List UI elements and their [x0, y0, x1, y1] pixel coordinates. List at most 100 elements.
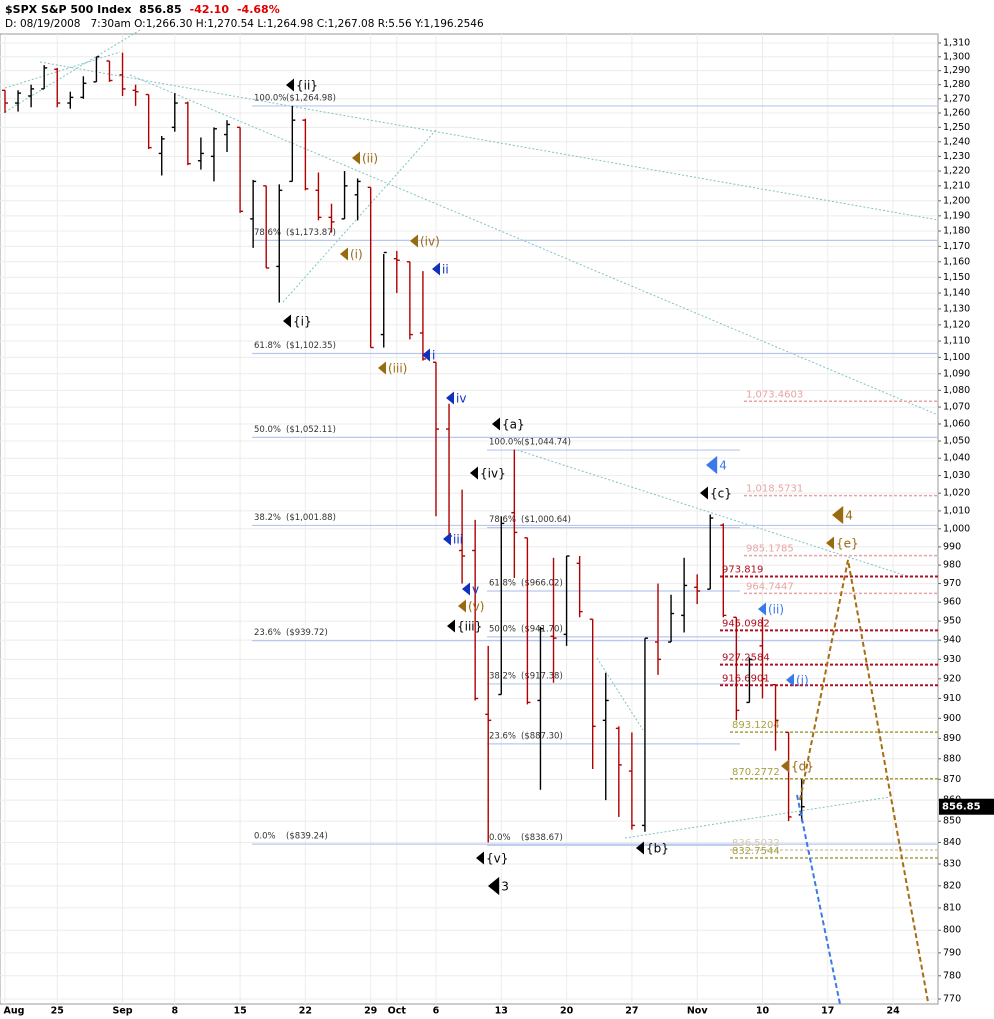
fib-pct: 38.2%: [254, 513, 281, 523]
wave-marker: [636, 841, 644, 855]
y-tick-label: 790: [943, 947, 961, 958]
wave-label: {a}: [502, 418, 525, 432]
trend-line: [4, 51, 121, 89]
y-tick-label: 1,030: [943, 470, 970, 481]
y-tick-label: 920: [943, 673, 961, 684]
fib-price: ($839.24): [286, 832, 328, 842]
fib-price: ($1,052.11): [286, 425, 336, 435]
y-tick-label: 1,160: [943, 256, 970, 267]
wave-marker: [352, 151, 360, 165]
level-label: 870.2772: [732, 767, 780, 778]
projection: [799, 559, 929, 1003]
wave-label: ii: [442, 263, 449, 277]
wave-marker: [458, 599, 466, 613]
x-tick-label: 27: [625, 1006, 638, 1017]
fib-price: ($1,264.98): [286, 93, 336, 103]
x-tick-label: 29: [364, 1006, 377, 1017]
level-label: 964.7447: [746, 581, 794, 592]
wave-marker: [378, 361, 386, 375]
y-tick-label: 970: [943, 578, 961, 589]
x-tick-label: 10: [756, 1006, 770, 1017]
wave-marker: [443, 532, 451, 546]
wave-label: {iii}: [457, 620, 482, 634]
y-tick-label: 810: [943, 902, 961, 913]
wave-marker: [286, 78, 294, 92]
wave-label: (ii): [362, 152, 378, 166]
wave-label: (i): [796, 674, 809, 688]
fib-price: ($966.02): [521, 578, 563, 588]
wave-marker: [340, 247, 348, 261]
level-label: 945.0982: [722, 618, 770, 629]
y-tick-label: 1,260: [943, 108, 970, 119]
wave-marker: [700, 486, 708, 500]
y-tick-label: 1,010: [943, 505, 970, 516]
y-tick-label: 1,290: [943, 65, 970, 76]
fib-price: ($838.67): [521, 833, 563, 843]
y-tick-label: 850: [943, 816, 961, 827]
wave-marker: [462, 582, 470, 596]
wave-marker: [283, 314, 291, 328]
level-label: 973.819: [722, 565, 763, 576]
y-tick-label: 1,060: [943, 418, 970, 429]
wave-label: (ii): [768, 603, 784, 617]
y-tick-label: 1,020: [943, 488, 970, 499]
y-tick-label: 1,230: [943, 151, 970, 162]
y-tick-label: 890: [943, 733, 961, 744]
y-tick-label: 1,080: [943, 385, 970, 396]
wave-marker: [410, 234, 418, 248]
y-tick-label: 1,190: [943, 210, 970, 221]
x-tick-label: 6: [433, 1006, 440, 1017]
fib-pct: 38.2%: [489, 671, 516, 681]
y-tick-label: 950: [943, 616, 961, 627]
symbol: $SPX S&P 500 Index: [5, 3, 132, 16]
quote-line: $SPX S&P 500 Index 856.85 -42.10 -4.68%: [5, 3, 280, 16]
wave-label: {v}: [486, 852, 508, 866]
y-tick-label: 990: [943, 541, 961, 552]
wave-label: {i}: [293, 315, 312, 329]
wave-label: 4: [719, 459, 727, 473]
fib-pct: 50.0%: [254, 425, 281, 435]
fib-price: ($887.30): [521, 731, 563, 741]
y-tick-label: 1,270: [943, 93, 970, 104]
wave-label: (i): [350, 248, 363, 262]
x-tick-label: Sep: [112, 1006, 132, 1017]
wave-label: v: [472, 583, 479, 597]
y-tick-label: 1,140: [943, 288, 970, 299]
last-price: 856.85: [139, 3, 182, 16]
wave-label: {b}: [646, 842, 669, 856]
wave-marker: [446, 391, 454, 405]
level-label: 1,073.4603: [746, 389, 803, 400]
level-label: 893.1204: [732, 720, 780, 731]
wave-marker: [758, 602, 766, 616]
fib-pct: 0.0%: [254, 832, 276, 842]
fib-pct: 78.6%: [489, 515, 516, 525]
y-tick-label: 910: [943, 693, 961, 704]
wave-marker: [781, 759, 789, 773]
y-tick-label: 1,180: [943, 226, 970, 237]
y-tick-label: 1,210: [943, 180, 970, 191]
y-tick-label: 900: [943, 713, 961, 724]
y-tick-label: 1,240: [943, 136, 970, 147]
y-tick-label: 1,100: [943, 352, 970, 363]
fib-price: ($1,173.87): [286, 228, 336, 238]
wave-label: iii: [453, 533, 463, 547]
y-tick-label: 1,130: [943, 303, 970, 314]
x-tick-label: Oct: [388, 1006, 407, 1017]
last-price-box: [939, 798, 994, 815]
x-tick-label: 15: [233, 1006, 246, 1017]
x-tick-label: 22: [299, 1006, 312, 1017]
bar-info: D: 08/19/2008 7:30am O:1,266.30 H:1,270.…: [5, 18, 484, 30]
level-label: 832.7544: [732, 846, 780, 857]
y-tick-label: 780: [943, 970, 961, 981]
level-label: 916.6901: [722, 673, 770, 684]
level-label: 985.1785: [746, 544, 794, 555]
wave-marker: [470, 466, 478, 480]
wave-label: (iii): [388, 362, 407, 376]
y-tick-label: 1,300: [943, 51, 970, 62]
fib-pct: 100.0%: [254, 93, 286, 103]
y-tick-label: 870: [943, 774, 961, 785]
y-tick-label: 1,110: [943, 336, 970, 347]
fib-pct: 50.0%: [489, 624, 516, 634]
wave-label: 3: [501, 880, 509, 894]
wave-marker: [826, 536, 834, 550]
